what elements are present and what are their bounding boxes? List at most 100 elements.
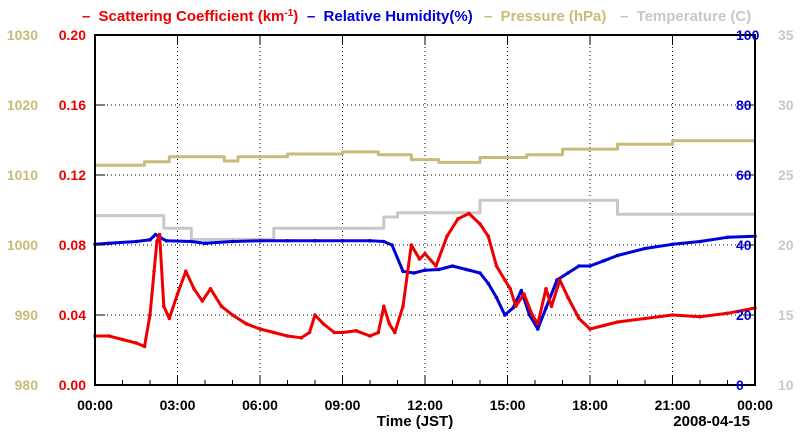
x-tick-label: 12:00: [407, 397, 443, 413]
data-point-humidity: [412, 271, 416, 275]
data-point-scattering: [307, 330, 312, 335]
data-point-scattering: [200, 299, 205, 303]
data-point-humidity: [203, 241, 207, 246]
data-point-humidity: [382, 239, 386, 244]
data-point-scattering: [299, 336, 304, 340]
data-point-humidity: [423, 268, 427, 273]
data-point-scattering: [698, 315, 702, 319]
data-point-humidity: [615, 253, 620, 258]
y-tick-label-pressure: 980: [15, 377, 39, 393]
y-tick-label-temperature: 30: [778, 97, 794, 113]
data-point-humidity: [148, 238, 152, 242]
data-point-scattering: [577, 316, 581, 321]
data-point-scattering: [134, 341, 139, 345]
data-point-scattering: [313, 313, 317, 317]
data-point-scattering: [670, 313, 675, 317]
data-point-scattering: [120, 337, 125, 342]
data-point-humidity: [153, 232, 158, 237]
x-tick-label: 06:00: [242, 397, 278, 413]
data-point-humidity: [725, 235, 730, 240]
data-point-humidity: [555, 278, 559, 282]
data-point-scattering: [219, 304, 224, 309]
data-point-humidity: [698, 239, 702, 244]
data-point-scattering: [615, 320, 620, 324]
y-tick-label-humidity: 0: [736, 377, 744, 393]
data-point-humidity: [643, 246, 647, 251]
data-point-scattering: [321, 322, 326, 326]
data-point-humidity: [368, 239, 372, 243]
data-point-scattering: [152, 269, 156, 274]
x-tick-label: 00:00: [77, 397, 113, 413]
data-point-scattering: [155, 239, 159, 244]
data-point-scattering: [445, 234, 449, 239]
data-point-humidity: [486, 281, 491, 286]
series-group: [93, 139, 757, 349]
data-point-scattering: [508, 287, 513, 291]
data-point-humidity: [577, 264, 581, 268]
data-point-scattering: [285, 334, 290, 338]
x-tick-label: 21:00: [655, 397, 691, 413]
data-point-humidity: [566, 271, 570, 275]
series-line-scattering: [95, 212, 756, 348]
series-line-temperature: [95, 198, 755, 241]
data-point-scattering: [401, 304, 405, 309]
data-point-humidity: [258, 239, 262, 243]
data-point-humidity: [588, 264, 592, 268]
data-point-scattering: [725, 311, 730, 316]
data-point-scattering: [602, 323, 606, 328]
data-point-scattering: [494, 264, 499, 268]
data-point-scattering: [258, 327, 262, 331]
series-line-pressure: [95, 139, 755, 167]
data-point-humidity: [134, 239, 139, 244]
data-point-scattering: [184, 269, 188, 274]
data-point-scattering: [486, 234, 491, 239]
data-point-scattering: [417, 257, 422, 261]
data-point-scattering: [514, 304, 518, 309]
data-point-scattering: [162, 304, 166, 309]
y-tick-label-temperature: 25: [778, 167, 794, 183]
data-point-humidity: [519, 288, 524, 293]
legend-pressure: – Pressure (hPa): [484, 8, 606, 25]
date-label: 2008-04-15: [673, 413, 750, 430]
data-point-scattering: [244, 322, 249, 326]
data-point-humidity: [401, 269, 405, 274]
data-point-scattering: [423, 252, 427, 256]
data-point-scattering: [340, 330, 345, 335]
legend-temperature: – Temperature (C): [620, 8, 751, 25]
data-point-humidity: [189, 239, 194, 244]
y-tick-label-scattering: 0.08: [59, 237, 86, 253]
y-tick-label-pressure: 1020: [7, 97, 38, 113]
data-point-humidity: [503, 313, 507, 317]
y-tick-label-pressure: 1010: [7, 167, 38, 183]
x-axis-label: Time (JST): [377, 413, 453, 430]
x-tick-label: 15:00: [490, 397, 526, 413]
data-point-scattering: [142, 344, 147, 349]
y-tick-label-humidity: 40: [736, 237, 752, 253]
data-point-scattering: [530, 313, 535, 317]
data-point-scattering: [434, 264, 438, 268]
x-tick-label: 09:00: [325, 397, 361, 413]
data-point-humidity: [285, 239, 290, 243]
data-point-scattering: [522, 292, 526, 296]
data-point-scattering: [503, 278, 507, 282]
data-point-scattering: [175, 292, 180, 296]
data-point-scattering: [208, 287, 213, 291]
y-tick-label-temperature: 20: [778, 237, 794, 253]
y-tick-label-humidity: 20: [736, 307, 752, 323]
data-point-humidity: [670, 242, 675, 247]
data-point-scattering: [272, 330, 276, 335]
data-point-scattering: [544, 287, 548, 291]
data-point-humidity: [313, 239, 317, 243]
x-tick-label: 00:00: [737, 397, 773, 413]
x-ticks: 00:00 03:00 06:00 09:00 12:00 15:00 18:00 21:00…: [77, 35, 773, 413]
data-point-scattering: [558, 278, 562, 282]
y-tick-label-humidity: 80: [736, 97, 752, 113]
data-point-scattering: [549, 304, 554, 309]
data-point-humidity: [544, 306, 548, 310]
legend-humidity: – Relative Humidity(%): [307, 8, 473, 25]
data-point-humidity: [230, 239, 235, 244]
data-point-scattering: [376, 330, 381, 335]
data-point-humidity: [437, 267, 441, 272]
data-point-humidity: [107, 241, 111, 246]
